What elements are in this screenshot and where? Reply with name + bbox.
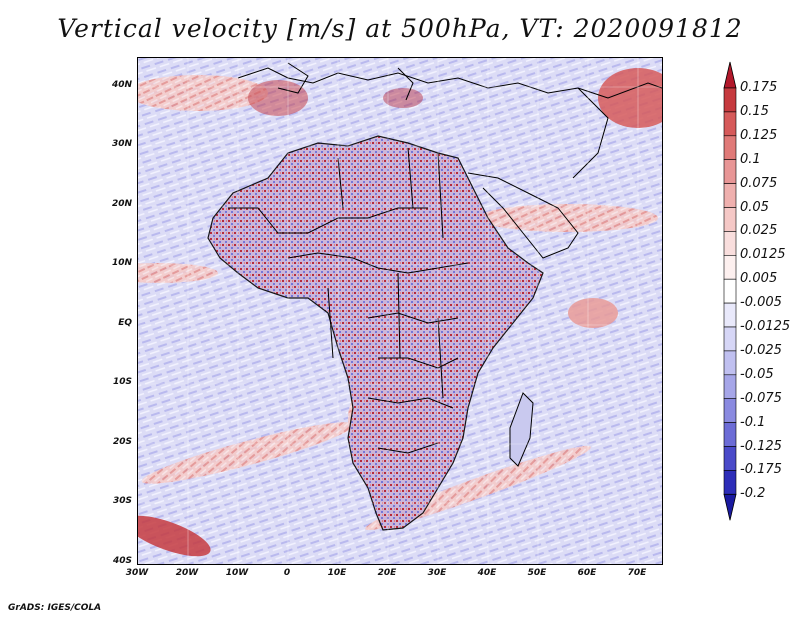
legend-swatch (723, 183, 737, 208)
velocity-field-map (138, 58, 662, 564)
lon-label-70e: 70E (627, 568, 647, 578)
legend-label: 0.075 (740, 175, 778, 191)
legend-label: -0.05 (740, 366, 774, 382)
lon-label-30e: 30E (427, 568, 447, 578)
lon-label-20e: 20E (377, 568, 397, 578)
legend-label: -0.175 (740, 462, 782, 478)
legend-swatch (723, 398, 737, 423)
legend-swatch (723, 302, 737, 328)
legend-swatch (723, 159, 737, 184)
legend-label: 0.005 (740, 271, 778, 287)
lon-label-20w: 20W (175, 568, 199, 578)
legend-label: -0.1 (740, 414, 766, 430)
legend-label: -0.075 (740, 390, 782, 406)
graticule (138, 58, 662, 564)
lat-label-30s: 30S (112, 496, 132, 506)
legend-label: 0.1 (740, 151, 761, 167)
legend-label: 0.0125 (740, 247, 786, 263)
legend-swatch (723, 350, 737, 376)
lon-label-50e: 50E (527, 568, 547, 578)
legend-swatch (723, 207, 737, 232)
footer-credit: GrADS: IGES/COLA (8, 603, 102, 613)
legend-swatch (723, 374, 737, 399)
lat-label-40s: 40S (112, 556, 132, 566)
legend-label: 0.025 (740, 223, 778, 239)
legend-swatch (723, 278, 737, 304)
chart-title: Vertical velocity [m/s] at 500hPa, VT: 2… (57, 14, 743, 43)
legend-swatch (723, 231, 737, 256)
lon-label-10e: 10E (327, 568, 347, 578)
lat-label-10n: 10N (111, 258, 132, 268)
legend-label: -0.125 (740, 438, 782, 454)
lat-label-20s: 20S (112, 437, 132, 447)
legend-swatch (723, 470, 737, 495)
legend-label: -0.0125 (740, 319, 791, 334)
legend-label: 0.15 (740, 103, 769, 119)
legend-swatch (723, 326, 737, 352)
legend-swatch (723, 111, 737, 137)
legend-swatch (723, 422, 737, 447)
legend-label: -0.005 (740, 295, 782, 311)
lon-label-60e: 60E (577, 568, 597, 578)
legend-swatch (723, 135, 737, 161)
lon-label-0: 0 (283, 568, 291, 578)
legend-swatch (723, 87, 737, 113)
legend-label: -0.025 (740, 342, 782, 358)
legend-arrow-max (723, 61, 737, 89)
lat-label-40n: 40N (111, 80, 132, 90)
legend-swatch (723, 446, 737, 471)
lon-label-10w: 10W (225, 568, 249, 578)
color-legend-bar (723, 61, 737, 521)
legend-label: 0.125 (740, 127, 778, 143)
lat-label-30n: 30N (111, 139, 132, 149)
legend-label: 0.175 (740, 80, 778, 95)
lat-label-10s: 10S (112, 377, 132, 387)
lon-label-30w: 30W (125, 568, 149, 578)
legend-arrow-min (723, 493, 737, 521)
lon-label-40e: 40E (477, 568, 497, 578)
legend-swatch (723, 255, 737, 280)
lat-label-20n: 20N (111, 199, 132, 209)
lat-label-eq: EQ (118, 318, 132, 328)
legend-label: -0.2 (740, 486, 766, 502)
map-panel (137, 57, 663, 565)
legend-label: 0.05 (740, 199, 769, 215)
